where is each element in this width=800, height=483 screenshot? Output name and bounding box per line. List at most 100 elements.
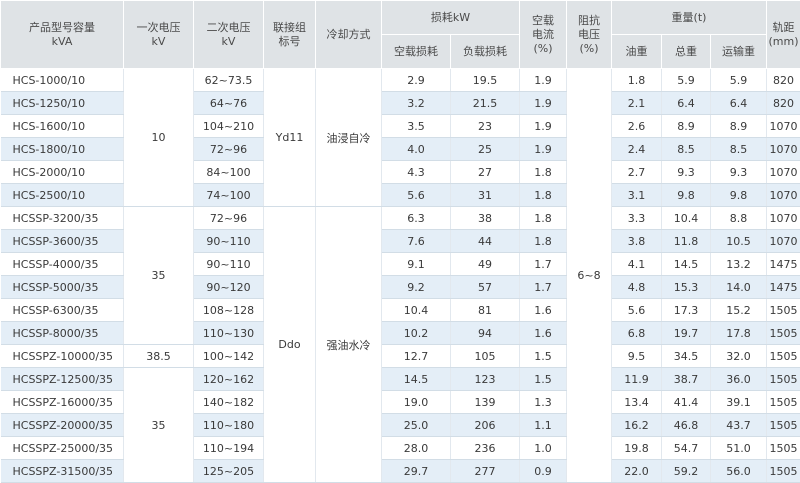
model-cell: HCSSP-6300/35 [1,299,124,322]
load-loss-cell: 49 [451,253,520,276]
table-row: HCSSPZ-16000/35 140~182 19.0 139 1.3 13.… [1,391,800,414]
track-gauge-cell: 1070 [767,230,800,253]
table-row: HCSSP-3600/35 90~110 7.6 44 1.8 3.8 11.8… [1,230,800,253]
no-load-current-cell: 1.9 [520,92,567,115]
header-primary-voltage: 一次电压 kV [124,1,194,69]
secondary-voltage-cell: 120~162 [194,368,264,391]
total-weight-cell: 15.3 [662,276,711,299]
total-weight-cell: 59.2 [662,460,711,483]
no-load-current-cell: 1.8 [520,230,567,253]
model-cell: HCS-1800/10 [1,138,124,161]
header-cooling-method: 冷却方式 [316,1,382,69]
header-impedance-voltage-line1: 阻抗 [567,14,611,28]
transport-weight-cell: 15.2 [711,299,767,322]
track-gauge-cell: 1475 [767,253,800,276]
track-gauge-cell: 1070 [767,115,800,138]
total-weight-cell: 17.3 [662,299,711,322]
table-row: HCSSPZ-20000/35 110~180 25.0 206 1.1 16.… [1,414,800,437]
transport-weight-cell: 39.1 [711,391,767,414]
secondary-voltage-cell: 64~76 [194,92,264,115]
no-load-loss-cell: 29.7 [382,460,451,483]
header-primary-voltage-line1: 一次电压 [124,21,193,35]
primary-voltage-cell: 35 [124,207,194,345]
secondary-voltage-cell: 110~130 [194,322,264,345]
table-row: HCSSPZ-12500/35 35 120~162 14.5 123 1.5 … [1,368,800,391]
transport-weight-cell: 14.0 [711,276,767,299]
no-load-loss-cell: 4.3 [382,161,451,184]
no-load-current-cell: 1.6 [520,322,567,345]
total-weight-cell: 8.9 [662,115,711,138]
cooling-method-cell: 油浸自冷 [316,69,382,207]
load-loss-cell: 105 [451,345,520,368]
no-load-loss-cell: 5.6 [382,184,451,207]
model-cell: HCS-1250/10 [1,92,124,115]
header-transport-weight: 运输重 [711,35,767,69]
track-gauge-cell: 1070 [767,161,800,184]
load-loss-cell: 94 [451,322,520,345]
transport-weight-cell: 43.7 [711,414,767,437]
connection-group-cell: Yd11 [264,69,316,207]
no-load-current-cell: 1.9 [520,115,567,138]
track-gauge-cell: 1505 [767,437,800,460]
transport-weight-cell: 9.8 [711,184,767,207]
connection-group-cell: Ddo [264,207,316,483]
secondary-voltage-cell: 90~110 [194,253,264,276]
table-row: HCSSPZ-25000/35 110~194 28.0 236 1.0 19.… [1,437,800,460]
transport-weight-cell: 8.9 [711,115,767,138]
model-cell: HCSSP-3600/35 [1,230,124,253]
transport-weight-cell: 51.0 [711,437,767,460]
no-load-current-cell: 1.6 [520,299,567,322]
header-total-weight: 总重 [662,35,711,69]
total-weight-cell: 34.5 [662,345,711,368]
load-loss-cell: 23 [451,115,520,138]
no-load-current-cell: 1.8 [520,161,567,184]
secondary-voltage-cell: 140~182 [194,391,264,414]
transport-weight-cell: 9.3 [711,161,767,184]
track-gauge-cell: 1505 [767,345,800,368]
header-oil-weight: 油重 [612,35,662,69]
track-gauge-cell: 820 [767,69,800,92]
table-row: HCSSPZ-31500/35 125~205 29.7 277 0.9 22.… [1,460,800,483]
header-track-gauge: 轨距 (mm) [767,1,800,69]
header-model-line1: 产品型号容量 [1,21,123,35]
no-load-current-cell: 1.3 [520,391,567,414]
primary-voltage-cell: 38.5 [124,345,194,368]
oil-weight-cell: 9.5 [612,345,662,368]
table-row: HCS-2000/10 84~100 4.3 27 1.8 2.7 9.3 9.… [1,161,800,184]
transport-weight-cell: 36.0 [711,368,767,391]
total-weight-cell: 11.8 [662,230,711,253]
track-gauge-cell: 1070 [767,184,800,207]
model-cell: HCS-2000/10 [1,161,124,184]
header-secondary-voltage-line2: kV [194,35,263,49]
model-cell: HCSSP-5000/35 [1,276,124,299]
header-no-load-current-line2: 电流 [520,28,566,42]
table-row: HCS-2500/10 74~100 5.6 31 1.8 3.1 9.8 9.… [1,184,800,207]
transport-weight-cell: 8.5 [711,138,767,161]
no-load-loss-cell: 3.2 [382,92,451,115]
track-gauge-cell: 820 [767,92,800,115]
oil-weight-cell: 16.2 [612,414,662,437]
model-cell: HCS-2500/10 [1,184,124,207]
primary-voltage-cell: 10 [124,69,194,207]
total-weight-cell: 38.7 [662,368,711,391]
load-loss-cell: 27 [451,161,520,184]
oil-weight-cell: 2.4 [612,138,662,161]
transport-weight-cell: 10.5 [711,230,767,253]
total-weight-cell: 14.5 [662,253,711,276]
load-loss-cell: 277 [451,460,520,483]
header-no-load-current-line1: 空载 [520,14,566,28]
oil-weight-cell: 13.4 [612,391,662,414]
no-load-loss-cell: 14.5 [382,368,451,391]
total-weight-cell: 19.7 [662,322,711,345]
total-weight-cell: 41.4 [662,391,711,414]
header-model-line2: kVA [1,35,123,49]
secondary-voltage-cell: 100~142 [194,345,264,368]
total-weight-cell: 10.4 [662,207,711,230]
secondary-voltage-cell: 90~120 [194,276,264,299]
table-row: HCSSPZ-10000/35 38.5 100~142 12.7 105 1.… [1,345,800,368]
oil-weight-cell: 2.7 [612,161,662,184]
secondary-voltage-cell: 84~100 [194,161,264,184]
table-row: HCS-1800/10 72~96 4.0 25 1.9 2.4 8.5 8.5… [1,138,800,161]
model-cell: HCSSP-3200/35 [1,207,124,230]
